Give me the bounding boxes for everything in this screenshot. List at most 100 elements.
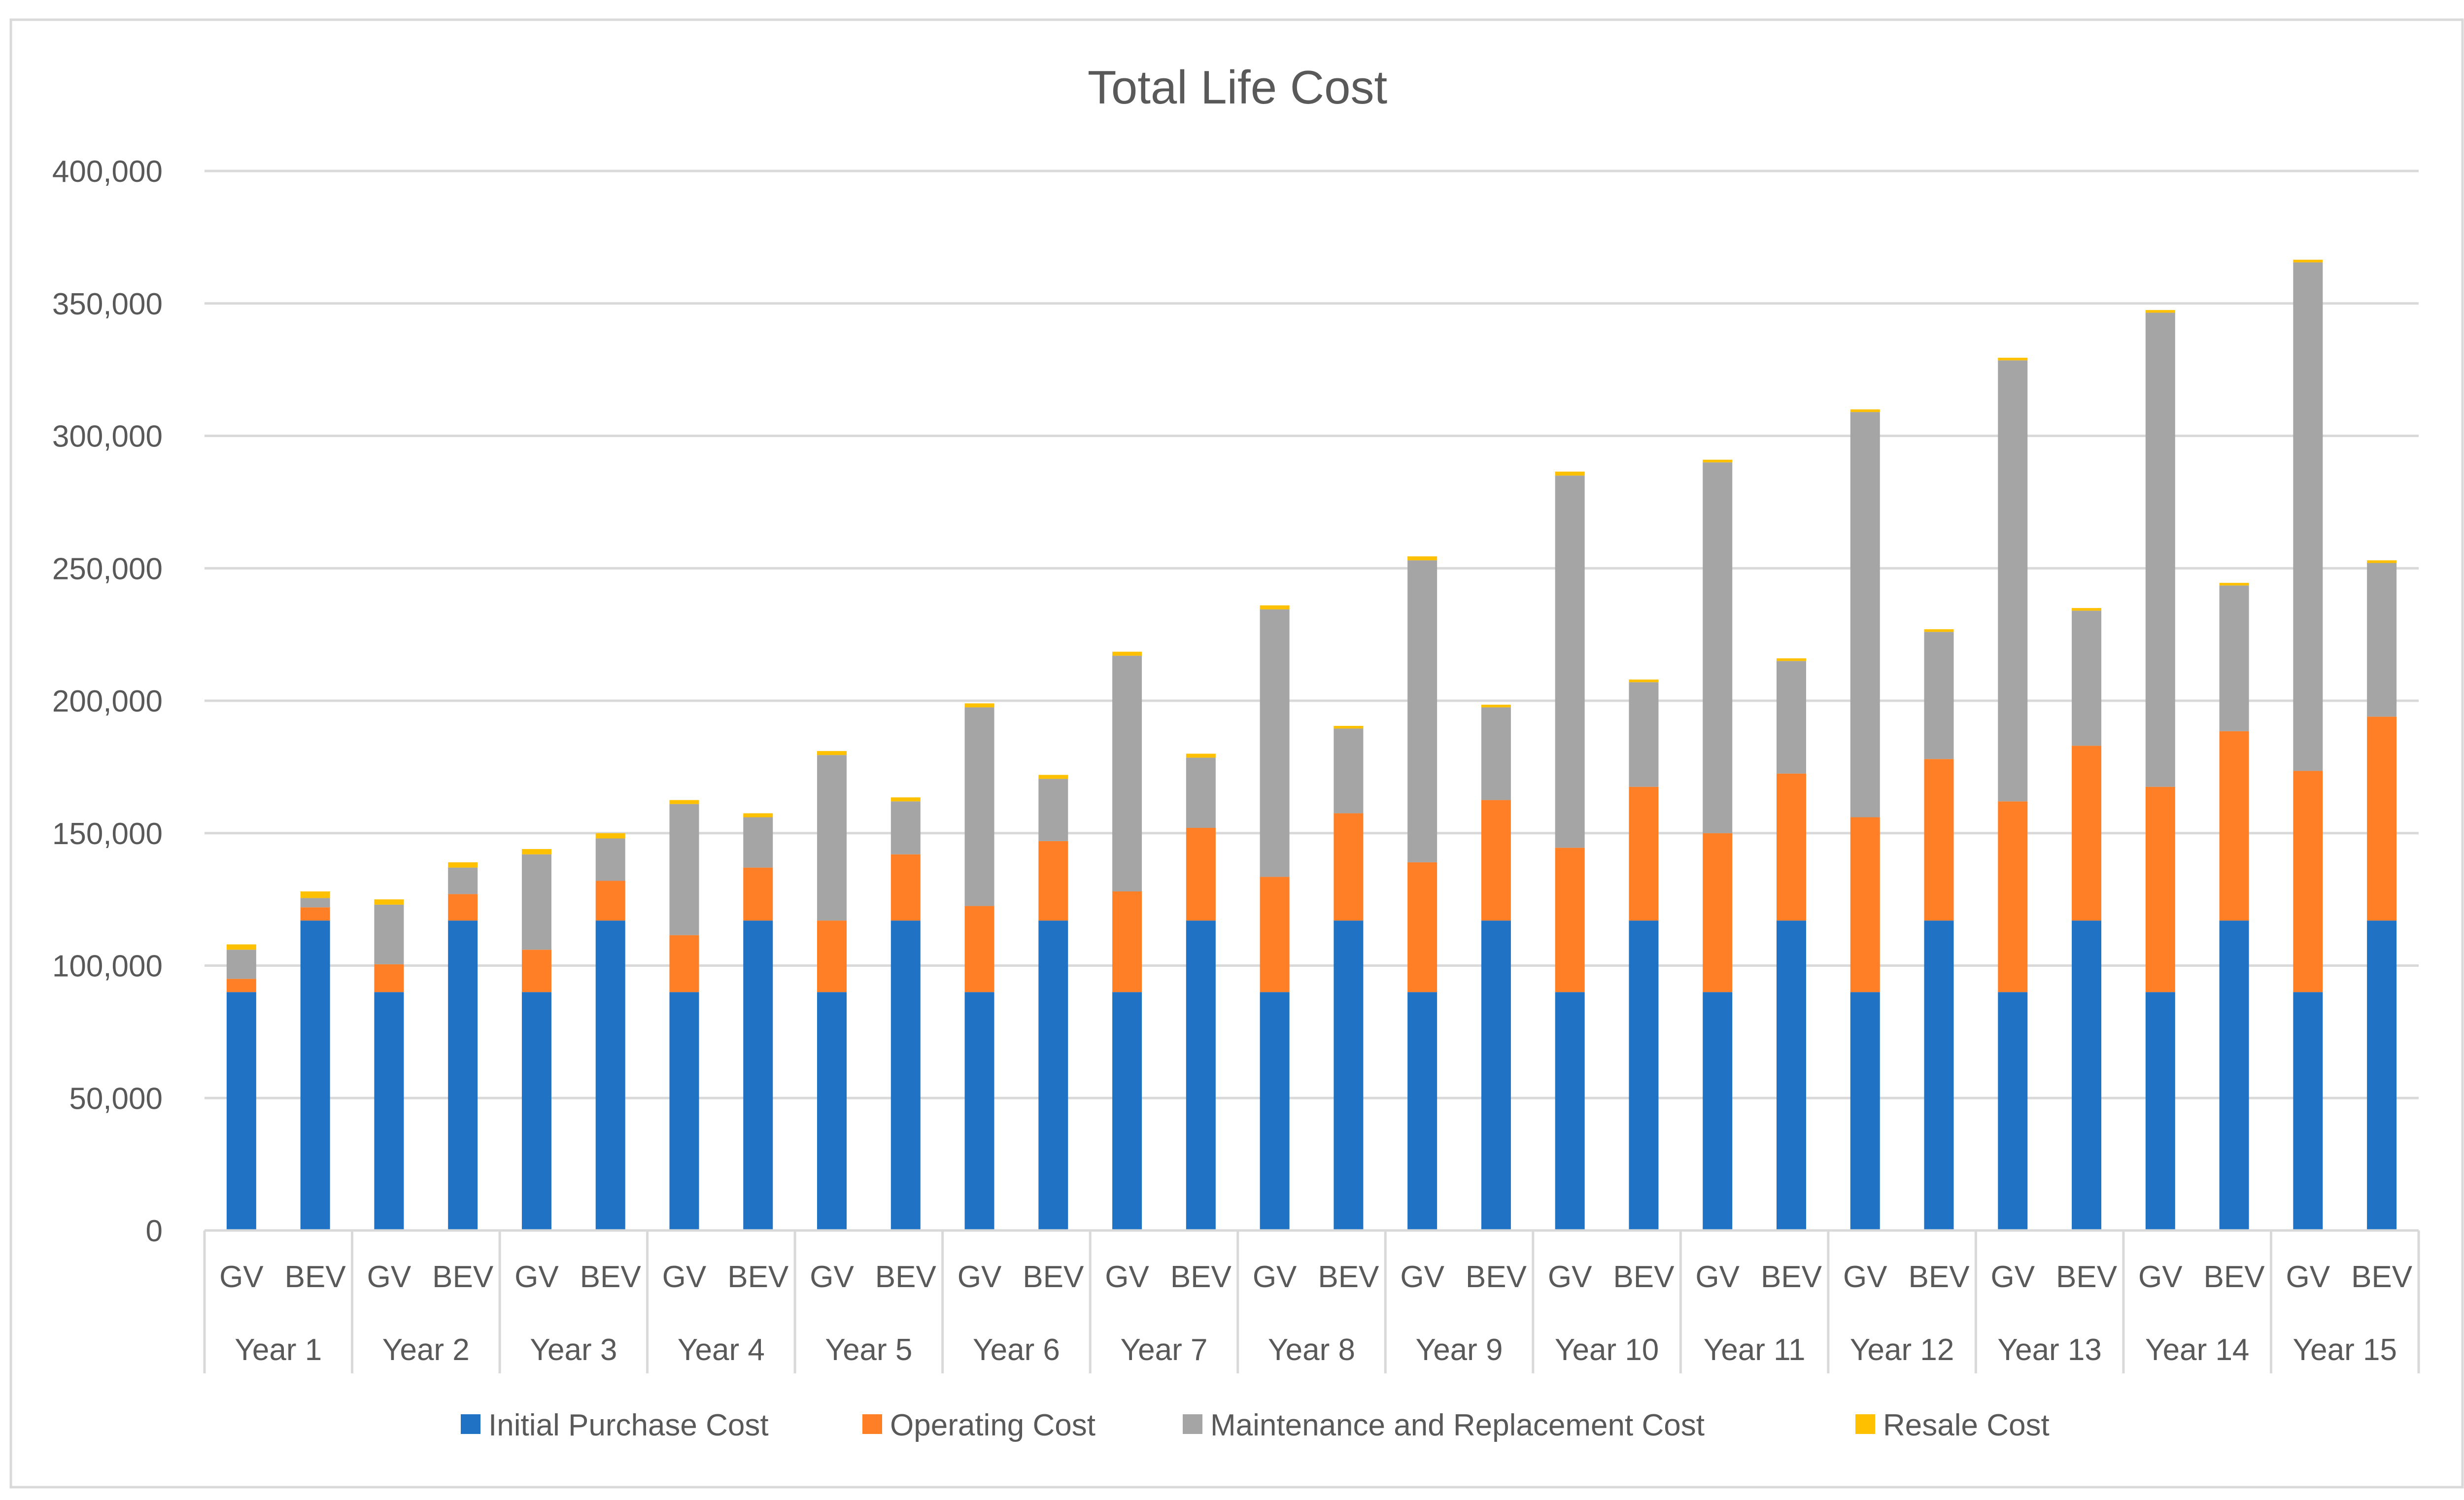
bar-segment	[300, 898, 330, 908]
bar-segment	[669, 935, 699, 992]
bar-segment	[448, 894, 478, 921]
x-subcategory-label: GV	[219, 1260, 264, 1294]
bar-segment	[817, 751, 847, 755]
bar-segment	[2219, 582, 2249, 586]
bar-segment	[1703, 459, 1733, 463]
x-subcategory-label: BEV	[1466, 1260, 1527, 1294]
legend-item: Operating Cost	[862, 1408, 1095, 1442]
bar-segment	[374, 899, 404, 905]
bar-segment	[521, 849, 551, 854]
legend-item: Resale Cost	[1855, 1408, 2050, 1442]
y-axis-tick-labels: 0 50,000 100,000 150,000 200,000 250,000 300,0…	[52, 155, 163, 1248]
bar-segment	[2145, 312, 2175, 787]
bar-stack	[521, 849, 551, 1230]
bar-segment	[1555, 848, 1585, 992]
x-subcategory-label: GV	[810, 1260, 854, 1294]
bar-stack	[2367, 560, 2397, 1230]
x-subcategory-label: BEV	[432, 1260, 494, 1294]
bar-segment	[2072, 611, 2102, 746]
legend-label: Resale Cost	[1883, 1408, 2050, 1442]
bar-segment	[1555, 476, 1585, 848]
bar-segment	[2219, 585, 2249, 731]
x-subcategory-label: BEV	[727, 1260, 789, 1294]
x-subcategory-label: BEV	[2056, 1260, 2118, 1294]
bar-segment	[1924, 629, 1954, 632]
bar-stack	[2219, 582, 2249, 1230]
bar-stack	[1629, 680, 1659, 1230]
bar-segment	[521, 992, 551, 1230]
x-group-label: Year 8	[1268, 1333, 1355, 1367]
x-subcategory-label: BEV	[580, 1260, 642, 1294]
x-group-label: Year 12	[1850, 1333, 1954, 1367]
bar-segment	[1112, 651, 1142, 656]
x-group-label: Year 14	[2145, 1333, 2249, 1367]
x-group-label: Year 1	[235, 1333, 322, 1367]
bar-segment	[1629, 680, 1659, 682]
bar-stack	[1038, 775, 1068, 1230]
bar-segment	[1334, 728, 1364, 814]
bar-segment	[1776, 920, 1806, 1230]
bar-stack	[1186, 753, 1216, 1230]
x-group-label: Year 9	[1416, 1333, 1503, 1367]
bar-segment	[890, 854, 921, 921]
x-subcategory-label: BEV	[1908, 1260, 1970, 1294]
bar-segment	[1334, 813, 1364, 921]
bar-stack	[1924, 629, 1954, 1230]
bar-segment	[1850, 409, 1880, 412]
legend-swatch	[1855, 1414, 1875, 1434]
bar-segment	[1112, 891, 1142, 992]
bar-segment	[300, 907, 330, 921]
bar-stack	[669, 800, 699, 1230]
bar-segment	[374, 904, 404, 964]
x-group-label: Year 5	[825, 1333, 912, 1367]
bar-segment	[1334, 920, 1364, 1230]
legend-label: Initial Purchase Cost	[488, 1408, 769, 1442]
bar-segment	[2293, 262, 2323, 771]
bar-segment	[300, 891, 330, 898]
bar-segment	[2145, 310, 2175, 313]
bar-segment	[1998, 992, 2028, 1230]
legend-item: Initial Purchase Cost	[461, 1408, 769, 1442]
bar-segment	[1850, 412, 1880, 818]
x-subcategory-label: GV	[1400, 1260, 1444, 1294]
bar-segment	[2219, 920, 2249, 1230]
bar-stack	[1481, 705, 1511, 1230]
bar-stack	[1850, 409, 1880, 1230]
x-subcategory-label: GV	[1990, 1260, 2035, 1294]
y-tick-label: 0	[146, 1214, 163, 1248]
bar-segment	[1260, 609, 1290, 877]
bar-stack	[1998, 357, 2028, 1230]
bar-segment	[448, 920, 478, 1230]
bar-segment	[1776, 658, 1806, 661]
y-tick-label: 100,000	[52, 950, 163, 984]
x-subcategory-label: GV	[2286, 1260, 2330, 1294]
bar-segment	[1186, 920, 1216, 1230]
x-subcategory-label: BEV	[2204, 1260, 2265, 1294]
x-group-label: Year 2	[382, 1333, 470, 1367]
bar-stack	[817, 751, 847, 1230]
bar-segment	[595, 838, 625, 881]
x-subcategory-label: BEV	[1761, 1260, 1822, 1294]
bar-segment	[1776, 661, 1806, 774]
y-tick-label: 250,000	[52, 552, 163, 586]
chart-title: Total Life Cost	[1088, 61, 1387, 114]
bar-segment	[1998, 801, 2028, 992]
bar-segment	[1038, 779, 1068, 841]
bar-segment	[1924, 920, 1954, 1230]
bar-segment	[2072, 746, 2102, 921]
bar-segment	[226, 992, 256, 1230]
bar-segment	[2293, 260, 2323, 263]
bar-segment	[1850, 992, 1880, 1230]
x-group-label: Year 10	[1555, 1333, 1659, 1367]
bar-segment	[1112, 655, 1142, 891]
x-group-label: Year 7	[1120, 1333, 1207, 1367]
bar-segment	[817, 920, 847, 992]
x-subcategory-label: GV	[2138, 1260, 2183, 1294]
bar-stack	[1260, 605, 1290, 1230]
x-subcategory-label: GV	[662, 1260, 707, 1294]
x-subcategory-label: GV	[1548, 1260, 1592, 1294]
bar-segment	[1186, 757, 1216, 828]
bar-segment	[890, 801, 921, 854]
